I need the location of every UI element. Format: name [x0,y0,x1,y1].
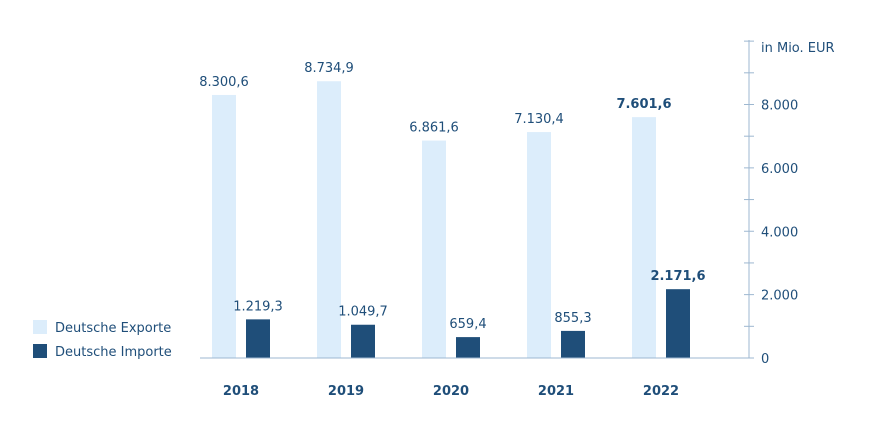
x-category-label-2019: 2019 [328,384,364,399]
export-value-label-2021: 7.130,4 [514,112,564,127]
export-value-label-2018: 8.300,6 [199,75,249,90]
y-tick-label: 0 [761,352,769,367]
x-category-label-2022: 2022 [643,384,679,399]
x-category-label-2020: 2020 [433,384,469,399]
import-value-label-2021: 855,3 [554,311,591,326]
y-tick-label: 2.000 [761,289,798,304]
export-value-label-2022: 7.601,6 [616,97,671,112]
labels-group: 8.300,6 8.734,9 6.861,6 7.130,4 7.601,6 1.219… [199,61,705,399]
x-category-label-2021: 2021 [538,384,574,399]
export-bar-2022 [632,117,656,358]
export-bar-2021 [527,132,551,358]
legend: Deutsche Exporte Deutsche Importe [33,320,172,360]
import-value-label-2020: 659,4 [449,317,486,332]
import-bar-2022 [666,289,690,358]
import-value-label-2022: 2.171,6 [650,269,705,284]
y-tick-label: 6.000 [761,162,798,177]
import-bar-2018 [246,319,270,358]
legend-swatch-exports [33,320,47,334]
y-tick-label: 4.000 [761,225,798,240]
import-bar-2020 [456,337,480,358]
export-bar-2018 [212,94,236,359]
export-bar-2019 [317,81,341,358]
legend-swatch-imports [33,344,47,358]
import-value-label-2019: 1.049,7 [338,305,388,320]
import-value-label-2018: 1.219,3 [233,299,283,314]
import-bar-2021 [561,330,585,358]
import-bar-2019 [351,324,375,358]
legend-label-imports: Deutsche Importe [55,345,172,360]
export-value-label-2019: 8.734,9 [304,61,354,76]
export-value-label-2020: 6.861,6 [409,121,459,136]
legend-label-exports: Deutsche Exporte [55,321,171,336]
axes-group: 0 2.000 4.000 6.000 8.000 in Mio. EUR [200,40,835,367]
export-bar-2020 [422,140,446,358]
y-axis-unit-label: in Mio. EUR [761,41,835,56]
x-category-label-2018: 2018 [223,384,259,399]
bars-group [212,81,690,359]
y-tick-label: 8.000 [761,99,798,114]
